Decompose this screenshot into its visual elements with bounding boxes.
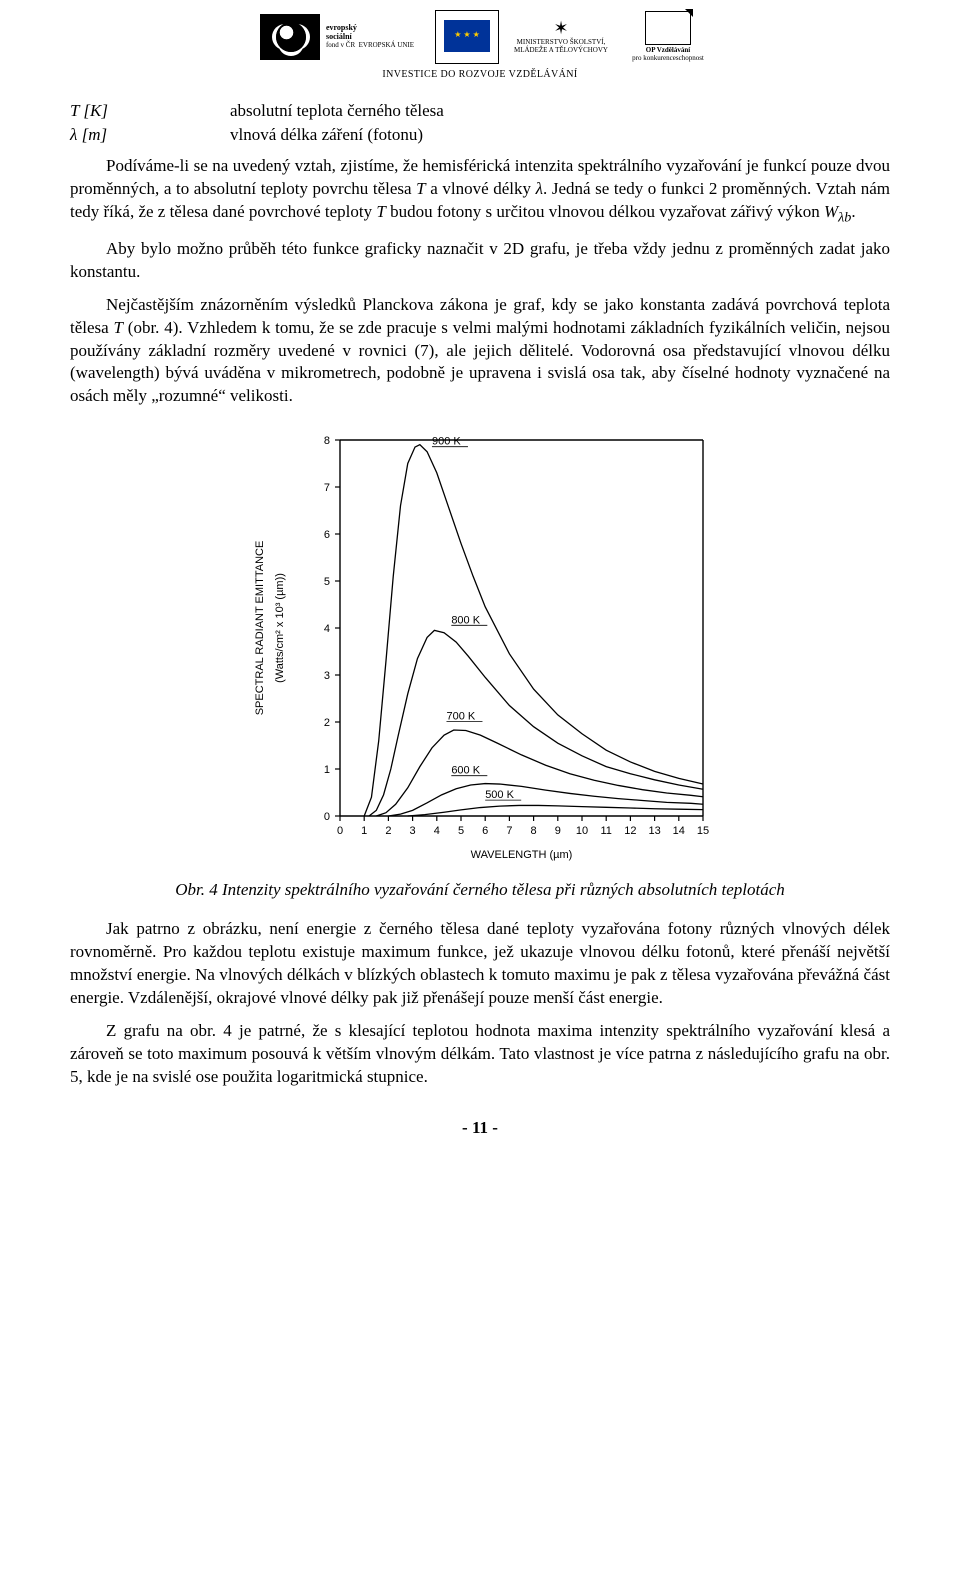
var-lambda-symbol: λ [m] bbox=[70, 124, 230, 147]
svg-text:900 K: 900 K bbox=[432, 436, 461, 448]
svg-text:600 K: 600 K bbox=[451, 765, 480, 777]
svg-text:4: 4 bbox=[434, 825, 440, 837]
svg-text:8: 8 bbox=[324, 435, 330, 447]
esf-l4: EVROPSKÁ UNIE bbox=[359, 41, 414, 49]
logos-subtitle: INVESTICE DO ROZVOJE VZDĚLÁVÁNÍ bbox=[70, 68, 890, 82]
logo-eu bbox=[435, 10, 499, 64]
op-l2: pro konkurenceschopnost bbox=[632, 54, 704, 62]
svg-text:6: 6 bbox=[324, 529, 330, 541]
svg-text:500 K: 500 K bbox=[485, 789, 514, 801]
svg-text:0: 0 bbox=[337, 825, 343, 837]
planck-chart: 0123456780123456789101112131415WAVELENGT… bbox=[245, 426, 715, 866]
figure-4-caption: Obr. 4 Intenzity spektrálního vyzařování… bbox=[70, 879, 890, 902]
svg-text:2: 2 bbox=[385, 825, 391, 837]
svg-text:700 K: 700 K bbox=[446, 711, 475, 723]
esf-l1: evropský bbox=[326, 23, 357, 32]
logo-esf: evropský sociální fond v ČR EVROPSKÁ UNI… bbox=[247, 10, 427, 64]
svg-text:15: 15 bbox=[697, 825, 709, 837]
svg-text:800 K: 800 K bbox=[451, 615, 480, 627]
svg-text:0: 0 bbox=[324, 811, 330, 823]
var-lambda-desc: vlnová délka záření (fotonu) bbox=[230, 124, 423, 147]
page-number: - 11 - bbox=[70, 1117, 890, 1140]
svg-text:4: 4 bbox=[324, 623, 330, 635]
ms-l2: MLÁDEŽE A TĚLOVÝCHOVY bbox=[514, 47, 608, 55]
figure-4: 0123456780123456789101112131415WAVELENGT… bbox=[70, 426, 890, 873]
svg-text:1: 1 bbox=[324, 764, 330, 776]
svg-text:WAVELENGTH (µm): WAVELENGTH (µm) bbox=[471, 849, 573, 861]
svg-text:10: 10 bbox=[576, 825, 588, 837]
svg-text:5: 5 bbox=[458, 825, 464, 837]
variable-definitions: T [K] absolutní teplota černého tělesa λ… bbox=[70, 100, 890, 148]
logo-msmt: ✶ MINISTERSTVO ŠKOLSTVÍ, MLÁDEŽE A TĚLOV… bbox=[507, 10, 615, 64]
esf-l3: fond v ČR bbox=[326, 41, 355, 49]
svg-text:5: 5 bbox=[324, 576, 330, 588]
esf-l2: sociální bbox=[326, 32, 352, 41]
svg-text:(Watts/cm² x 10³ (µm)): (Watts/cm² x 10³ (µm)) bbox=[274, 573, 286, 683]
svg-text:12: 12 bbox=[624, 825, 636, 837]
var-t-symbol: T [K] bbox=[70, 100, 230, 123]
svg-text:6: 6 bbox=[482, 825, 488, 837]
paragraph-3: Nejčastějším znázorněním výsledků Planck… bbox=[70, 294, 890, 409]
svg-text:3: 3 bbox=[410, 825, 416, 837]
paragraph-4: Jak patrno z obrázku, není energie z čer… bbox=[70, 918, 890, 1010]
svg-text:14: 14 bbox=[673, 825, 685, 837]
header-logos: evropský sociální fond v ČR EVROPSKÁ UNI… bbox=[70, 10, 890, 64]
logo-opvk: OP Vzdělávání pro konkurenceschopnost bbox=[623, 10, 713, 64]
svg-text:11: 11 bbox=[600, 825, 611, 837]
svg-text:7: 7 bbox=[324, 482, 330, 494]
svg-text:9: 9 bbox=[555, 825, 561, 837]
paragraph-1: Podíváme-li se na uvedený vztah, zjistím… bbox=[70, 155, 890, 227]
svg-text:3: 3 bbox=[324, 670, 330, 682]
svg-text:8: 8 bbox=[531, 825, 537, 837]
var-t-desc: absolutní teplota černého tělesa bbox=[230, 100, 444, 123]
svg-text:SPECTRAL RADIANT EMITTANCE: SPECTRAL RADIANT EMITTANCE bbox=[254, 541, 266, 716]
svg-text:7: 7 bbox=[506, 825, 512, 837]
svg-text:13: 13 bbox=[648, 825, 660, 837]
paragraph-2: Aby bylo možno průběh této funkce grafic… bbox=[70, 238, 890, 284]
page: evropský sociální fond v ČR EVROPSKÁ UNI… bbox=[0, 0, 960, 1170]
svg-text:1: 1 bbox=[361, 825, 367, 837]
paragraph-5: Z grafu na obr. 4 je patrné, že s klesaj… bbox=[70, 1020, 890, 1089]
svg-text:2: 2 bbox=[324, 717, 330, 729]
